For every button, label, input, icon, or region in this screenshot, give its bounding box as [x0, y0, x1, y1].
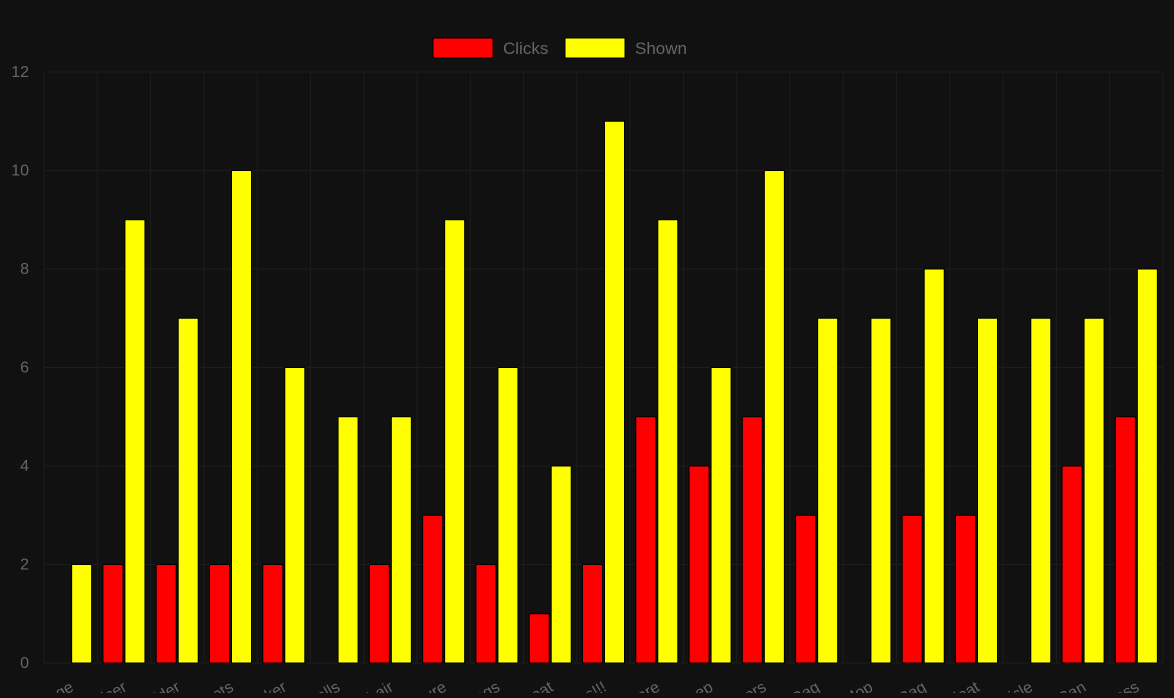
bar-clicks [209, 564, 230, 664]
bar-shown [284, 367, 306, 664]
bar-shown [977, 317, 998, 664]
bar-clicks [1061, 465, 1083, 664]
x-tick-label: ker [262, 678, 290, 693]
bar-clicks [528, 613, 550, 664]
x-tick-label: ags [472, 679, 503, 693]
y-tick-label: 12 [11, 64, 29, 81]
bar-shown [231, 170, 252, 664]
legend-label-shown: Shown [635, 39, 687, 58]
bar-clicks [688, 465, 710, 664]
legend: Clicks Shown [432, 37, 687, 59]
x-tick-label: ots [210, 679, 237, 693]
bar-shown [550, 465, 572, 664]
x-axis-ticks: age icer lder ots ker alls hair ure ags eat s!!! ar… [45, 678, 1142, 698]
bar-clicks [1114, 416, 1136, 664]
bar-shown [337, 416, 359, 664]
bar-shown [497, 367, 519, 664]
bar-shown [1136, 268, 1158, 664]
x-tick-label: Can [1055, 679, 1089, 693]
legend-swatch-clicks [432, 37, 494, 59]
bar-clicks [635, 416, 657, 664]
x-tick-label: eat [528, 678, 556, 693]
bar-shown [710, 367, 732, 664]
grid [43, 71, 1164, 664]
bar-clicks [955, 514, 976, 664]
bar-clicks [155, 564, 177, 664]
bar-shown [923, 268, 945, 664]
bar-shown [870, 317, 892, 664]
bar-clicks [475, 564, 497, 664]
y-tick-label: 4 [20, 458, 29, 475]
bar-shown [71, 564, 93, 664]
bar-shown [177, 317, 199, 664]
y-axis-ticks: 0 2 4 6 8 10 12 [11, 64, 29, 672]
x-tick-label: alls [314, 679, 343, 693]
bar-shown [124, 219, 146, 664]
bar-clicks [795, 514, 817, 664]
x-tick-label: ure [421, 679, 450, 693]
bar-shown [1083, 317, 1105, 664]
bar-shown [604, 120, 625, 664]
x-tick-label: age [45, 679, 77, 693]
bars [71, 120, 1158, 664]
y-tick-label: 8 [20, 261, 29, 278]
legend-label-clicks: Clicks [503, 39, 548, 58]
legend-swatch-shown [564, 37, 626, 59]
x-tick-label: Rag [895, 679, 929, 693]
bar-clicks [102, 564, 124, 664]
x-tick-label: icer [99, 678, 130, 693]
y-tick-label: 10 [11, 163, 29, 180]
bar-shown [817, 317, 839, 664]
x-tick-label: leat [952, 678, 983, 693]
x-tick-label: eep [684, 679, 716, 693]
bar-clicks [582, 564, 603, 664]
bar-clicks [741, 416, 763, 664]
y-tick-label: 6 [20, 360, 29, 377]
y-tick-label: 0 [20, 655, 29, 672]
x-tick-label: ors [742, 679, 770, 693]
bar-clicks [901, 514, 923, 664]
bar-shown [390, 416, 412, 664]
bar-shown [1030, 317, 1052, 664]
x-tick-label: Mop [840, 679, 876, 693]
x-tick-label: ass [1112, 679, 1142, 693]
bar-clicks [368, 564, 390, 664]
x-tick-label: hair [365, 678, 397, 693]
bar-clicks [262, 564, 284, 664]
bar-shown [444, 219, 466, 664]
x-tick-label: are [634, 679, 663, 693]
y-tick-label: 2 [20, 557, 29, 574]
bar-shown [657, 219, 679, 664]
bar-clicks [422, 514, 444, 664]
bar-shown [763, 170, 785, 664]
x-tick-label: Rag [789, 679, 823, 693]
x-tick-label: icle [1006, 679, 1035, 693]
x-tick-label: lder [152, 678, 184, 693]
x-tick-label: s!!! [583, 679, 610, 693]
